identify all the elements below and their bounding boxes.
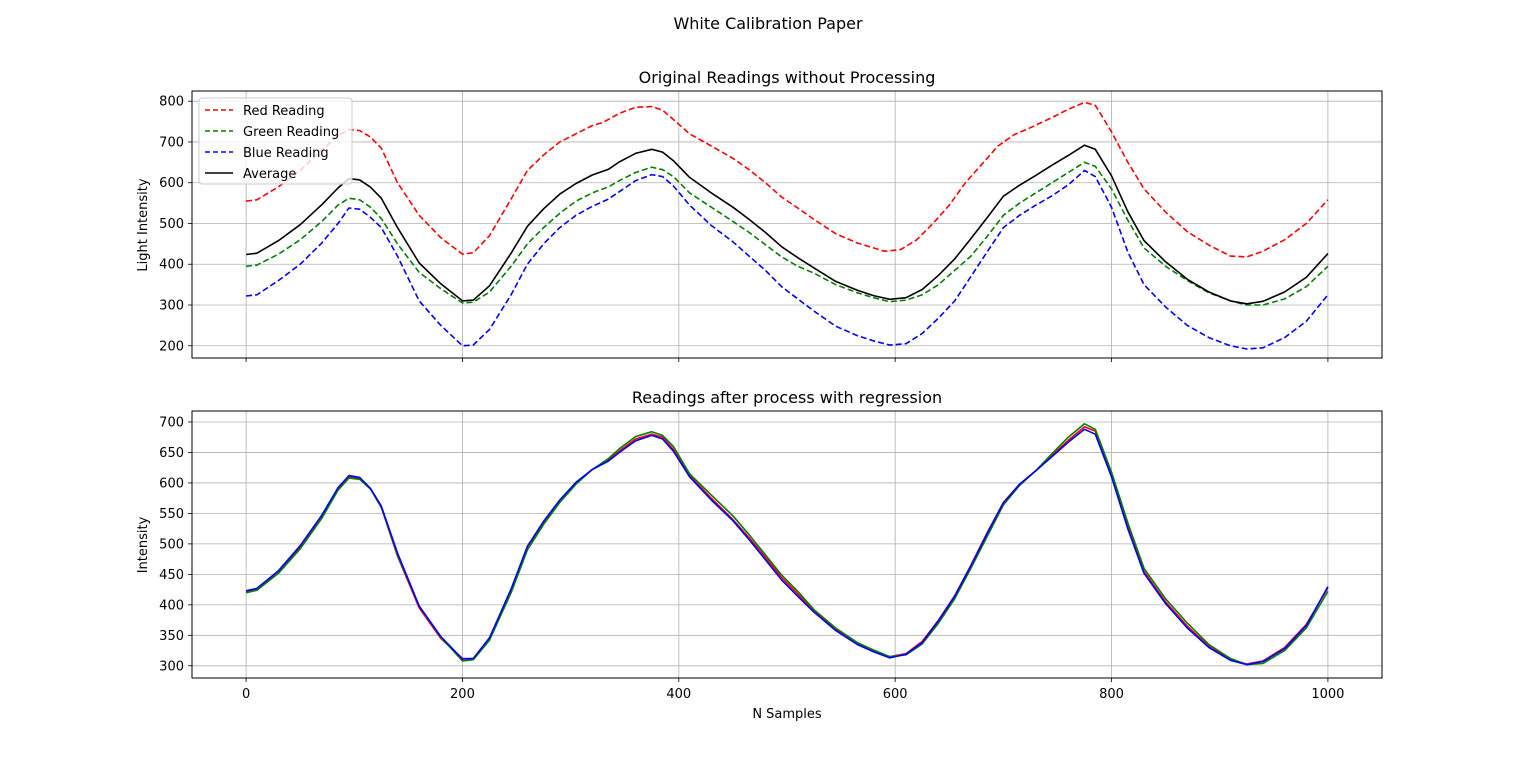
top-chart-title: Original Readings without Processing xyxy=(639,68,936,87)
series-line-2 xyxy=(245,428,1329,666)
bottom-chart: Readings after process with regression I… xyxy=(136,388,1383,722)
y-tick-label: 550 xyxy=(159,507,184,522)
bottom-chart-frame xyxy=(191,410,1383,679)
legend: Red Reading Green Reading Blue Reading A… xyxy=(198,97,353,185)
series-line-3 xyxy=(246,144,1329,305)
top-chart-ticks: 200 300 400 500 600 700 800 xyxy=(159,95,1329,362)
legend-label-blue: Blue Reading xyxy=(243,146,329,161)
top-chart-ylabel: Light Intensity xyxy=(136,178,151,271)
top-chart-frame xyxy=(191,90,1383,359)
x-tick-label: 0 xyxy=(242,687,250,702)
series-line-0 xyxy=(246,101,1329,258)
series-line-2 xyxy=(246,169,1329,350)
x-tick-label: 200 xyxy=(450,687,475,702)
x-tick-label: 800 xyxy=(1099,687,1124,702)
y-tick-label: 700 xyxy=(159,415,184,430)
y-tick-label: 600 xyxy=(159,476,184,491)
legend-label-green: Green Reading xyxy=(243,125,339,140)
top-chart-series xyxy=(246,101,1329,350)
bottom-chart-xlabel: N Samples xyxy=(752,707,822,722)
y-tick-label: 600 xyxy=(159,176,184,191)
y-tick-label: 400 xyxy=(159,598,184,613)
figure-title: White Calibration Paper xyxy=(673,14,862,33)
x-tick-label: 600 xyxy=(883,687,908,702)
bottom-chart-ylabel: Intensity xyxy=(136,516,151,573)
y-tick-label: 500 xyxy=(159,217,184,232)
legend-label-red: Red Reading xyxy=(243,104,325,119)
top-chart: Original Readings without Processing Lig… xyxy=(136,68,1383,362)
series-line-1 xyxy=(246,161,1329,306)
y-tick-label: 200 xyxy=(159,339,184,354)
y-tick-label: 300 xyxy=(159,299,184,314)
y-tick-label: 300 xyxy=(159,659,184,674)
bottom-chart-series xyxy=(245,423,1329,666)
bottom-chart-title: Readings after process with regression xyxy=(632,388,942,407)
legend-box xyxy=(198,97,353,185)
y-tick-label: 450 xyxy=(159,568,184,583)
y-tick-label: 700 xyxy=(159,135,184,150)
bottom-chart-ticks: 0 200 400 600 800 1000 300 350 400 450 500 550 600 65… xyxy=(159,415,1344,702)
legend-label-average: Average xyxy=(243,167,296,182)
x-tick-label: 1000 xyxy=(1311,687,1344,702)
y-tick-label: 650 xyxy=(159,446,184,461)
x-tick-label: 400 xyxy=(666,687,691,702)
bottom-chart-grid xyxy=(192,411,1382,678)
y-tick-label: 500 xyxy=(159,537,184,552)
y-tick-label: 350 xyxy=(159,629,184,644)
y-tick-label: 400 xyxy=(159,258,184,273)
top-chart-grid xyxy=(192,91,1382,358)
y-tick-label: 800 xyxy=(159,95,184,110)
